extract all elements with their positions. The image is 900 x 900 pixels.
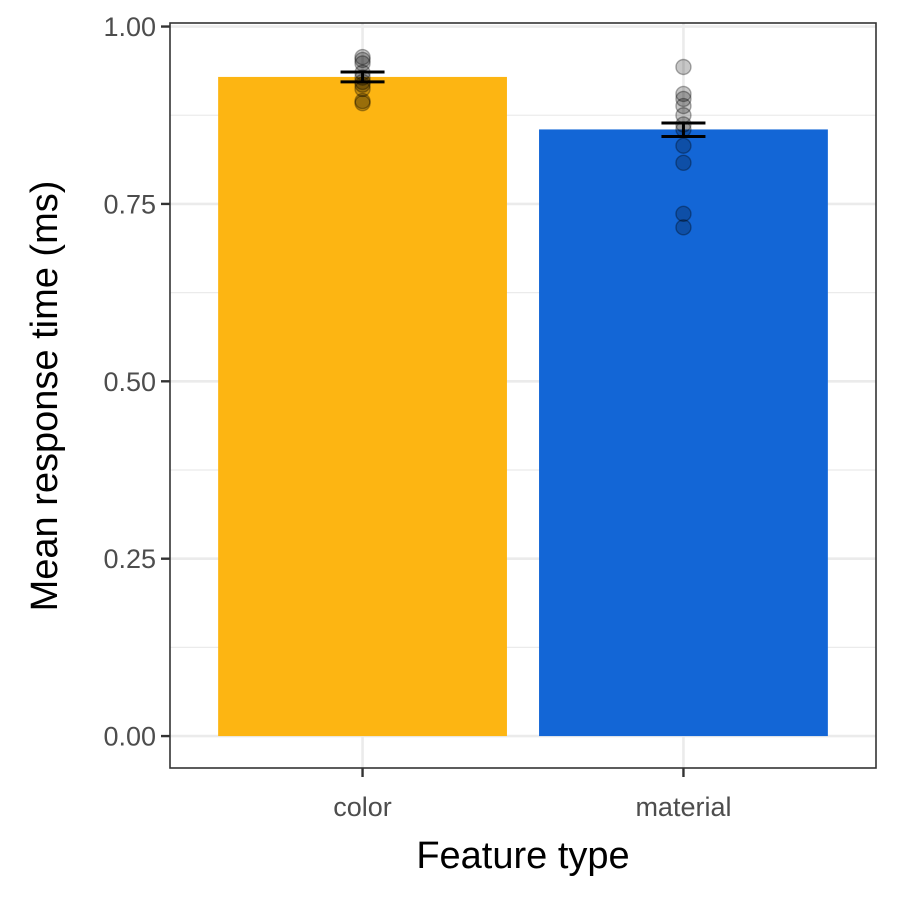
data-point (675, 219, 692, 236)
x-axis-title: Feature type (416, 835, 629, 877)
data-point (675, 85, 692, 103)
y-tick-label: 0.25 (103, 544, 156, 574)
bar-material (539, 129, 828, 737)
y-tick-label: 1.00 (103, 12, 156, 42)
data-point (354, 51, 371, 69)
y-axis: 0.00 0.25 0.50 0.75 1.00 (103, 12, 170, 752)
bars (218, 76, 828, 737)
data-point (675, 58, 692, 76)
y-axis-title: Mean response time (ms) (24, 181, 66, 612)
data-point (675, 154, 692, 171)
data-point (675, 97, 692, 115)
plot-border (169, 22, 877, 769)
data-point (675, 205, 692, 223)
data-point (354, 92, 371, 110)
x-axis: color material (333, 768, 731, 822)
data-point (675, 90, 692, 108)
data-point (675, 137, 692, 154)
x-tick-label: color (333, 792, 392, 822)
data-point (354, 48, 371, 66)
error-bars (340, 70, 706, 139)
y-tick-label: 0.50 (103, 367, 156, 397)
y-tick-label: 0.00 (103, 722, 156, 752)
bar-color (218, 76, 507, 737)
x-tick-label: material (635, 792, 731, 822)
data-point (354, 94, 371, 112)
y-tick-label: 0.75 (103, 189, 156, 219)
